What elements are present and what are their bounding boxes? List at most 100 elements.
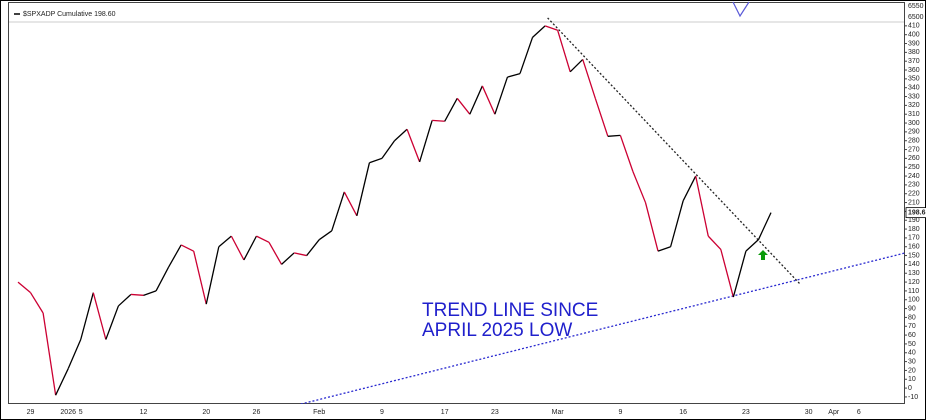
line-segment — [29, 292, 44, 314]
line-segment — [306, 239, 320, 256]
line-segment — [343, 191, 358, 217]
line-segment — [594, 98, 609, 137]
line-segment — [494, 76, 509, 115]
line-segment — [42, 312, 57, 396]
y-tick-label: 0 — [908, 385, 912, 392]
line-segment — [143, 290, 157, 296]
line-segment — [331, 191, 345, 232]
x-tick-label: 29 — [27, 409, 35, 416]
line-segment — [406, 128, 421, 163]
y-tick-label: 410 — [908, 23, 920, 30]
y-tick-label: 340 — [908, 85, 920, 92]
line-segment — [193, 251, 207, 305]
overlay-fragment — [732, 1, 750, 18]
line-segment — [17, 281, 31, 294]
line-segment — [218, 235, 232, 248]
y-tick-label: 300 — [908, 120, 920, 127]
line-segment — [293, 252, 307, 257]
x-tick-label: 6 — [857, 409, 861, 416]
x-tick-label: 5 — [79, 409, 83, 416]
line-segment — [582, 59, 596, 99]
y-tick-label: 140 — [908, 261, 920, 268]
line-segment — [67, 339, 82, 369]
y-tick-label: 60 — [908, 332, 916, 339]
x-tick-label: 12 — [140, 409, 148, 416]
line-segment — [720, 249, 734, 298]
line-segment — [105, 305, 120, 340]
x-tick-label: 23 — [742, 409, 750, 416]
line-segment — [180, 244, 194, 252]
x-tick-label: 16 — [679, 409, 687, 416]
line-segment — [92, 292, 107, 340]
line-segment — [205, 246, 220, 305]
x-tick-label: 2026 — [60, 409, 76, 416]
line-segment — [695, 175, 709, 237]
line-segment — [644, 202, 659, 252]
y-tick-label: 370 — [908, 58, 920, 65]
y-tick-label: 310 — [908, 111, 920, 118]
y-tick-label: 20 — [908, 367, 916, 374]
y-tick-label: 220 — [908, 191, 920, 198]
y-tick-label: 270 — [908, 146, 920, 153]
y-tick-label: 50 — [908, 341, 916, 348]
line-segment — [657, 246, 671, 252]
line-segment — [117, 293, 132, 307]
y-tick-label: 400 — [908, 32, 920, 39]
x-tick-label: 9 — [380, 409, 384, 416]
x-tick-label: Feb — [313, 409, 325, 416]
y-tick-label: 330 — [908, 93, 920, 100]
line-segment — [356, 162, 371, 216]
line-segment — [469, 85, 483, 115]
y-tick-label: 380 — [908, 49, 920, 56]
y-tick-label: 360 — [908, 67, 920, 74]
x-tick-label: Mar — [552, 409, 565, 416]
line-segment — [544, 25, 558, 31]
y-tick-label: 240 — [908, 173, 920, 180]
annotation: APRIL 2025 LOW — [422, 320, 572, 341]
line-segment — [757, 212, 772, 240]
line-segment — [632, 171, 647, 203]
line-segment — [230, 235, 245, 261]
line-segment — [432, 119, 445, 122]
y-tick-label: 90 — [908, 305, 916, 312]
line-segment — [519, 37, 534, 74]
y-tick-label: 80 — [908, 314, 916, 321]
line-segment — [256, 235, 270, 243]
x-tick-label: 26 — [253, 409, 261, 416]
x-tick-label: 9 — [618, 409, 622, 416]
y-tick-label: 150 — [908, 252, 920, 259]
x-tick-label: 17 — [441, 409, 449, 416]
annotation: TREND LINE SINCE — [422, 300, 598, 321]
line-segment — [607, 134, 621, 137]
line-segment — [481, 85, 496, 115]
y-tick-label: 70 — [908, 323, 916, 330]
line-segment — [418, 120, 433, 163]
line-segment — [130, 293, 144, 296]
plot-area — [8, 2, 905, 404]
line-segment — [281, 252, 295, 265]
y-tick-label: 40 — [908, 350, 916, 357]
line-segment — [732, 250, 747, 298]
y-tick-label: 120 — [908, 279, 920, 286]
y-tick-label: 290 — [908, 129, 920, 136]
line-segment — [80, 292, 94, 340]
trend-line — [298, 252, 905, 404]
line-segment — [155, 266, 170, 292]
line-segment — [444, 97, 458, 122]
y2-tick-label: 6500 — [908, 14, 924, 21]
y-tick-label: 390 — [908, 40, 920, 47]
line-segment — [168, 244, 182, 268]
y-tick-label: 320 — [908, 102, 920, 109]
line-segment — [569, 58, 584, 73]
line-segment — [682, 175, 697, 202]
x-tick-label: 30 — [805, 409, 813, 416]
arrow-icon — [758, 250, 768, 260]
line-segment — [318, 230, 333, 241]
y-tick-label: 170 — [908, 235, 920, 242]
y-tick-label: 30 — [908, 358, 916, 365]
y-tick-label: 10 — [908, 376, 916, 383]
y-tick-label: 210 — [908, 199, 920, 206]
x-tick-label: Apr — [828, 409, 840, 416]
y2-tick-label: 6550 — [908, 3, 924, 10]
